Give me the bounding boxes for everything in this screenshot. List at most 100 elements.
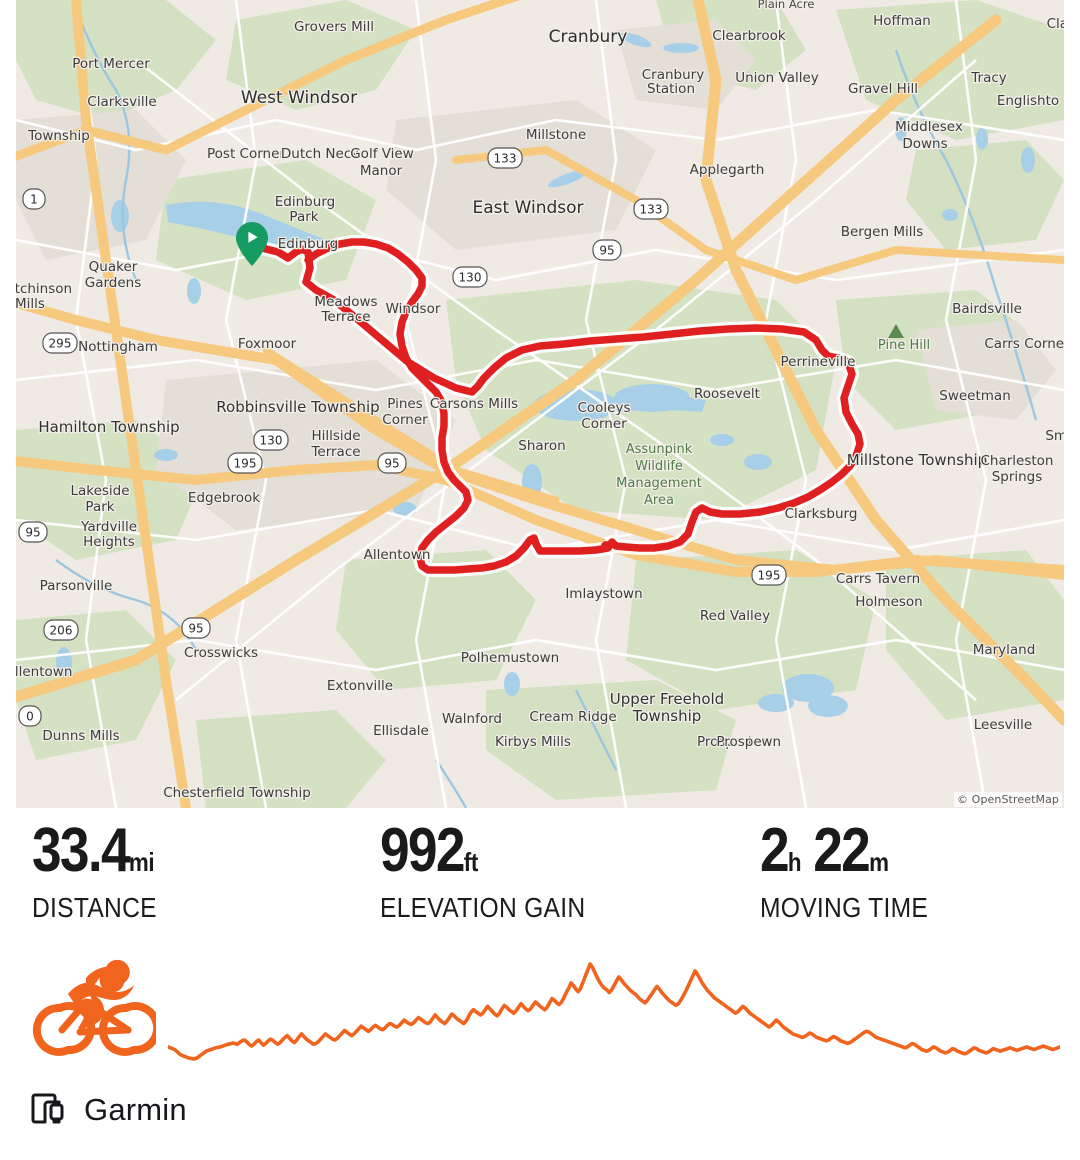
distance-label: DISTANCE — [32, 892, 157, 923]
map-label: Clarksville — [87, 94, 156, 110]
map-label: Meadows — [314, 294, 377, 310]
map-label: Plain Acre — [758, 0, 815, 11]
road-shield — [751, 564, 787, 586]
map-label: Parsonville — [40, 578, 113, 594]
map-label: Downs — [902, 136, 947, 152]
road-shield — [227, 452, 263, 474]
distance-unit: mi — [128, 847, 155, 877]
map-label: Cooleys — [577, 400, 630, 416]
road-shield — [43, 619, 79, 641]
map-label: Edinburg — [278, 236, 338, 252]
play-triangle-icon — [248, 231, 258, 243]
road-shield-label: 95 — [599, 244, 614, 258]
road-shield-label: 295 — [49, 337, 72, 351]
map-label: East Windsor — [472, 198, 583, 218]
moving-time-label: MOVING TIME — [760, 892, 929, 923]
map-label: Dutch Neck — [281, 146, 359, 162]
map-label: Hutchinson — [16, 281, 72, 297]
map-label: Pine Hill — [878, 338, 930, 353]
map-label: Manor — [360, 163, 403, 179]
map-label: Prospe — [716, 734, 761, 750]
map-label: Leesville — [974, 717, 1032, 733]
map-canvas[interactable]: Grovers Mill Cranbury Clearbrook Hoffman Pla… — [16, 0, 1064, 808]
map-label: Clarksburg — [785, 506, 858, 522]
map-label: Middlesex — [895, 119, 963, 135]
map-label: Sweetman — [939, 388, 1011, 404]
map-label: Park — [85, 499, 114, 515]
device-footer: Garmin — [30, 1090, 187, 1130]
map-label: Roosevelt — [694, 386, 760, 402]
map-label: Carrs Tavern — [836, 571, 920, 587]
distance-value-row: 33.4mi — [32, 820, 155, 882]
stat-elevation-gain: 992ft ELEVATION GAIN — [380, 820, 613, 924]
map-label: Allentown — [16, 664, 72, 680]
elevation-label: ELEVATION GAIN — [380, 892, 586, 923]
map-label: Grovers Mill — [294, 19, 374, 35]
map-label: Pines — [387, 396, 423, 412]
moving-time-hours: 2 — [760, 816, 790, 885]
map-label: Hillside — [311, 428, 360, 444]
elevation-value-row: 992ft — [380, 820, 581, 882]
map-label: Cream Ridge — [529, 709, 616, 725]
map-label: West Windsor — [241, 88, 357, 108]
road-shield — [42, 332, 78, 354]
map-label: Gravel Hill — [848, 81, 918, 97]
elevation-chart[interactable] — [168, 950, 1060, 1065]
device-name: Garmin — [84, 1092, 187, 1127]
route-waypoint — [601, 541, 611, 551]
map-label: Gardens — [85, 275, 142, 291]
map-label: Edinburg — [275, 194, 335, 210]
map-label: Golf View — [350, 146, 414, 162]
map-label: Millstone Township — [847, 451, 987, 469]
map-label: Maryland — [973, 642, 1036, 658]
map-label: Sharon — [518, 438, 565, 454]
map-label: Station — [647, 81, 695, 97]
map-label: Hamilton Township — [38, 418, 179, 436]
road-shield-label: 0 — [26, 710, 34, 724]
map-label: Hoffman — [873, 13, 931, 29]
road-shield — [18, 705, 42, 727]
map-label: Nottingham — [78, 339, 158, 355]
road-shield — [253, 429, 289, 451]
elevation-line — [168, 962, 1060, 1061]
distance-value: 33.4 — [32, 816, 131, 885]
map-label: Clark — [1047, 16, 1064, 32]
osm-attribution[interactable]: © OpenStreetMap — [953, 792, 1062, 807]
moving-time-minutes-unit: m — [869, 847, 889, 877]
peak-icon — [888, 324, 904, 338]
road-shield — [181, 617, 211, 639]
route-map[interactable]: Grovers Mill Cranbury Clearbrook Hoffman Pla… — [16, 0, 1064, 808]
road-shield-label: 133 — [494, 152, 517, 166]
route-track — [245, 235, 867, 577]
road-shield-label: 130 — [260, 434, 283, 448]
stat-distance: 33.4mi DISTANCE — [32, 820, 174, 924]
map-label: Red Valley — [700, 608, 770, 624]
map-label: Bairdsville — [952, 301, 1022, 317]
map-label: Port Mercer — [72, 56, 150, 72]
map-label: Township — [27, 128, 90, 144]
map-label: Englishto — [997, 93, 1059, 109]
map-label: Smith — [1045, 428, 1064, 444]
map-label-group: Grovers Mill Cranbury Clearbrook Hoffman Pla… — [16, 0, 1064, 802]
map-label: Park — [289, 209, 318, 225]
map-label: Holmeson — [855, 594, 922, 610]
road-shield — [487, 147, 523, 169]
map-label: Polhemustown — [461, 650, 559, 666]
start-pin[interactable] — [236, 222, 268, 266]
map-label: Imlaystown — [565, 586, 642, 602]
map-label: Windsor — [386, 301, 441, 317]
moving-time-value-row: 2h 22m — [760, 820, 924, 882]
road-shield-label: 95 — [188, 622, 203, 636]
map-label: Assunpink — [626, 442, 693, 457]
road-shield-label: 195 — [234, 457, 257, 471]
road-shield — [22, 188, 46, 210]
map-label: Springs — [992, 469, 1043, 485]
map-label: Allentown — [364, 547, 431, 563]
map-label: Quaker — [89, 259, 138, 275]
moving-time-minutes: 22 — [813, 816, 871, 885]
moving-time-hours-unit: h — [787, 847, 802, 877]
map-label: Kirbys Mills — [495, 734, 571, 750]
map-label: Heights — [83, 534, 135, 550]
map-label: Upper Freehold — [610, 690, 724, 708]
